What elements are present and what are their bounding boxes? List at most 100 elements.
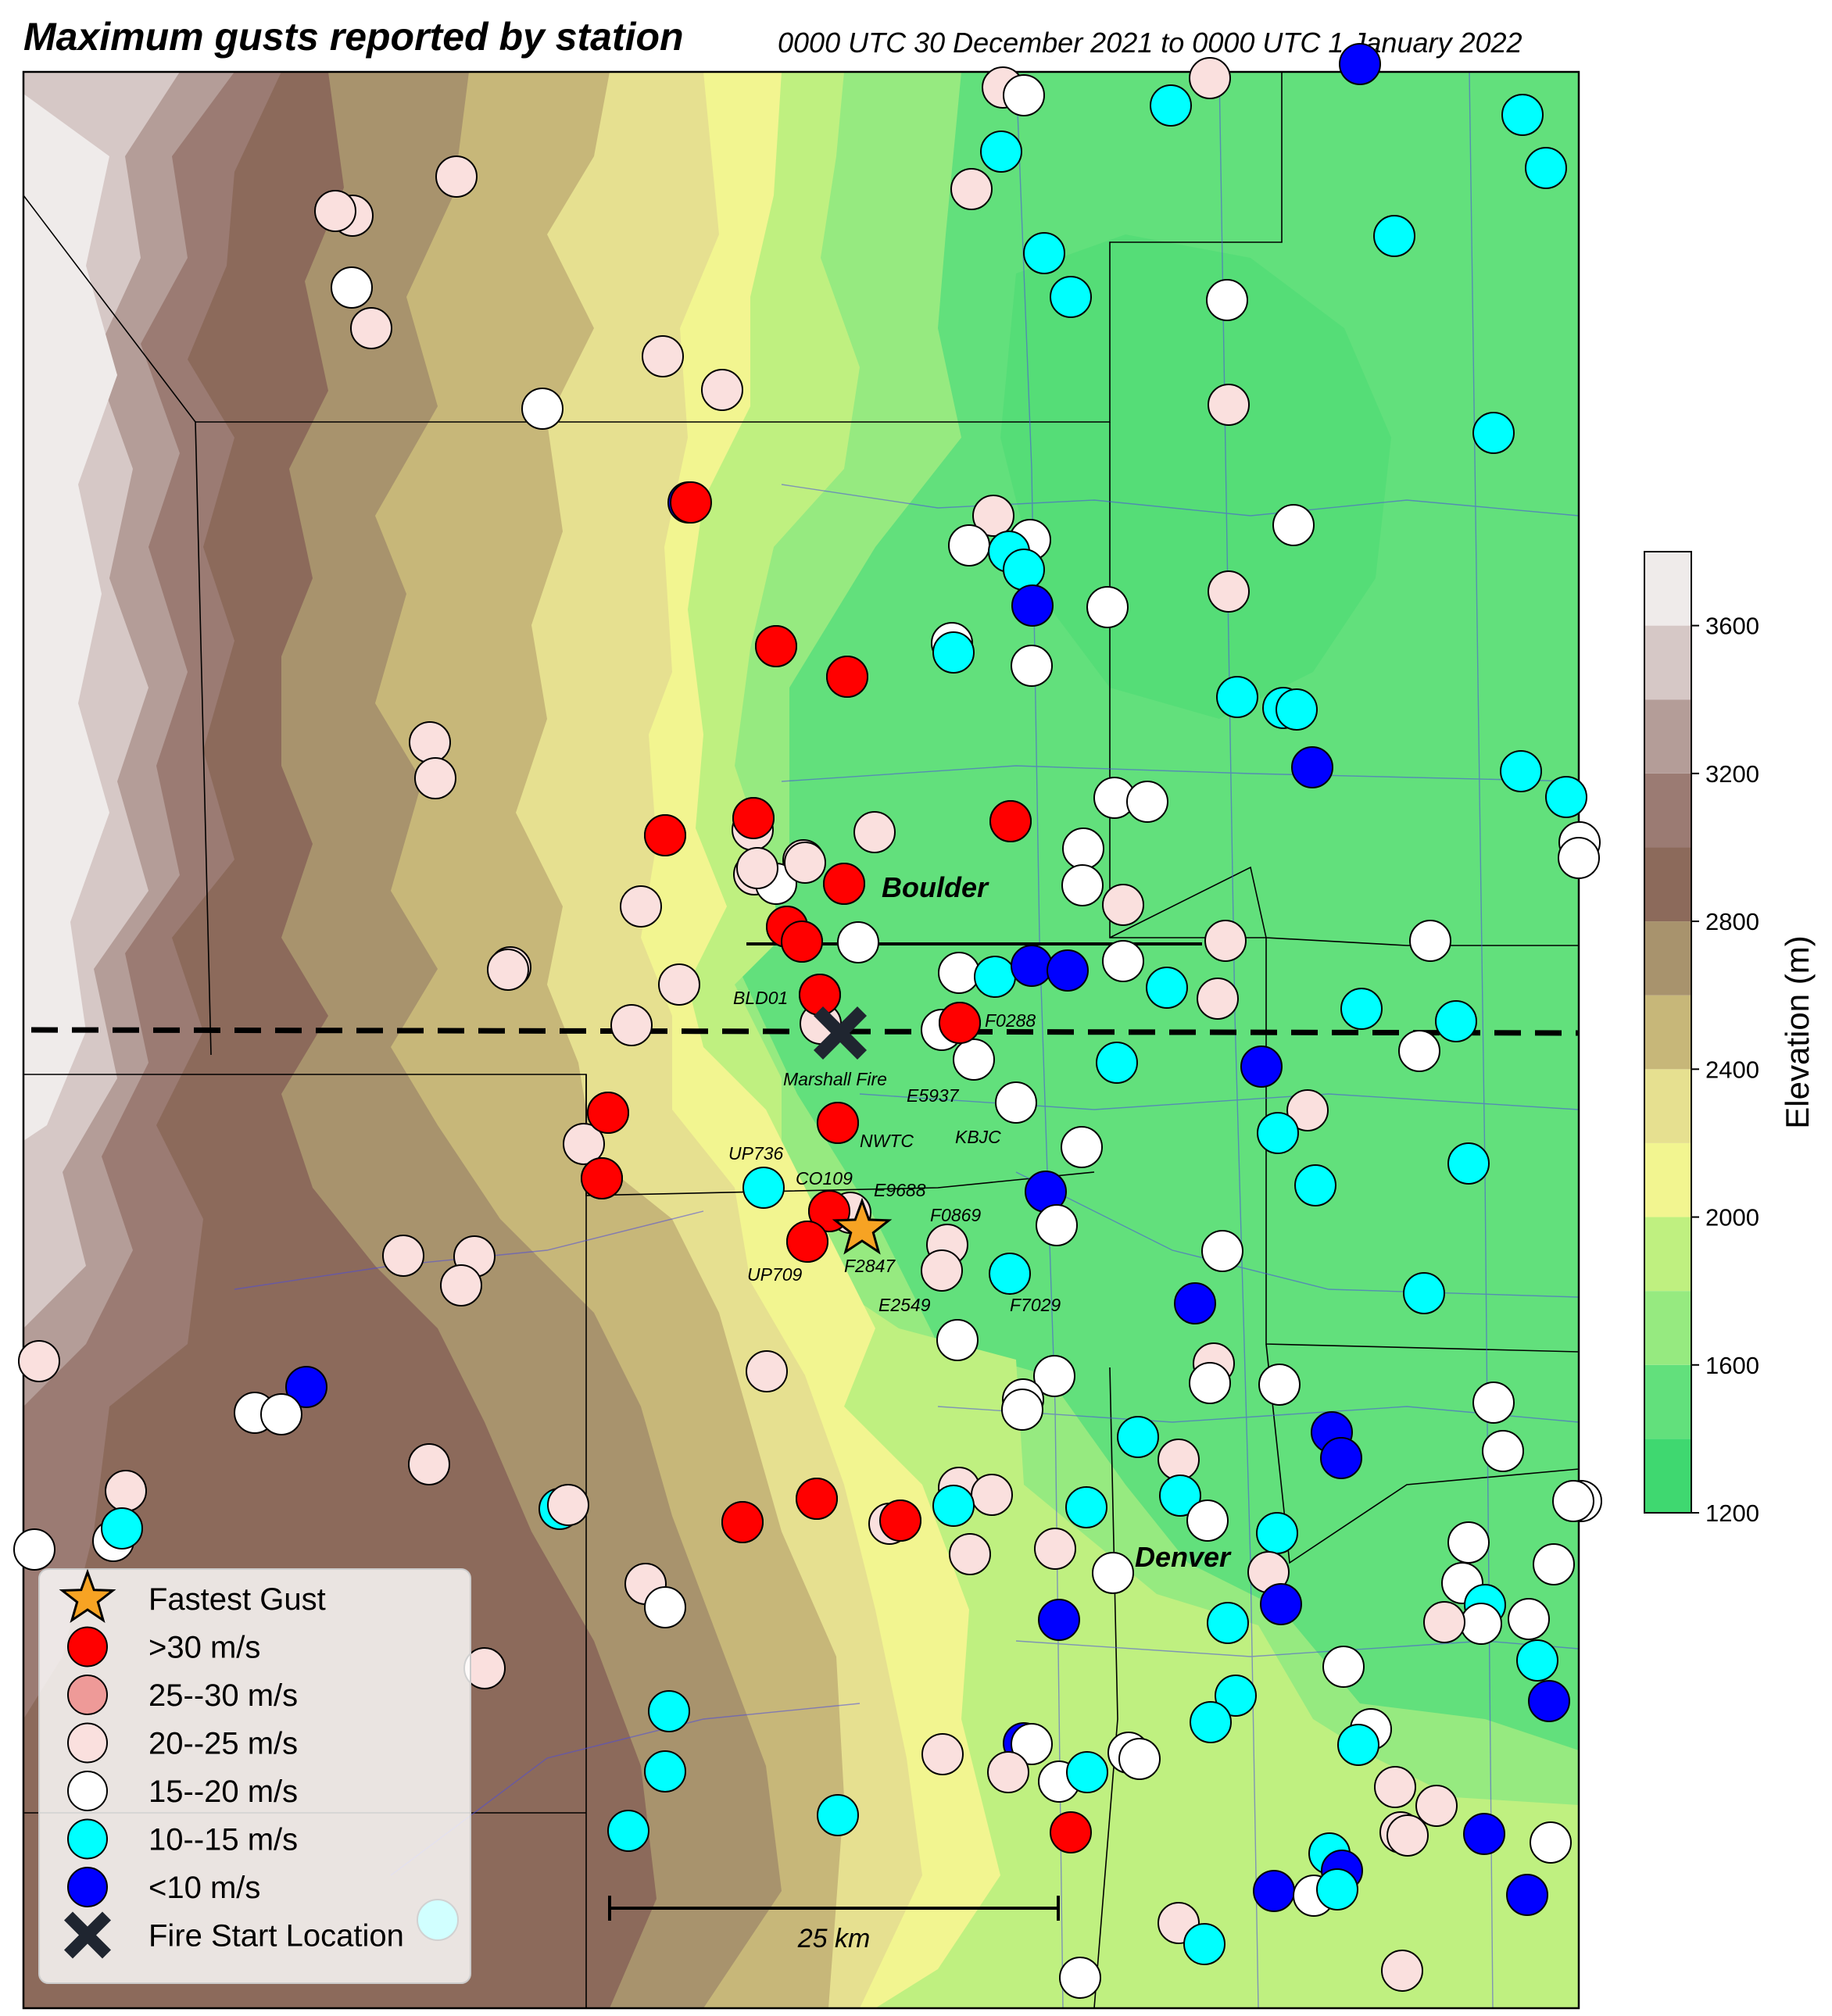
station-label-bld01: BLD01 bbox=[733, 988, 788, 1008]
station-marker bbox=[1096, 1042, 1138, 1084]
station-marker bbox=[331, 266, 373, 309]
city-label-boulder: Boulder bbox=[882, 871, 989, 903]
station-marker bbox=[314, 190, 356, 232]
station-marker bbox=[746, 1350, 788, 1392]
station-marker bbox=[382, 1235, 424, 1277]
legend-label-6: <10 m/s bbox=[148, 1871, 260, 1905]
station-marker bbox=[350, 307, 392, 349]
station-marker bbox=[1011, 645, 1053, 687]
station-marker bbox=[408, 1443, 450, 1485]
station-label-e2549: E2549 bbox=[878, 1295, 931, 1315]
colorbar-tick-label-6: 3600 bbox=[1705, 613, 1759, 640]
legend-label-4: 15--20 m/s bbox=[148, 1775, 298, 1809]
legend-label-7: Fire Start Location bbox=[148, 1919, 404, 1953]
station-marker bbox=[607, 1810, 649, 1852]
station-marker bbox=[1159, 1474, 1201, 1517]
legend-symbol-7 bbox=[64, 1911, 111, 1959]
station-marker bbox=[440, 1264, 482, 1306]
station-marker bbox=[547, 1484, 589, 1526]
station-marker-strong bbox=[721, 1501, 764, 1543]
station-marker bbox=[1240, 1046, 1283, 1088]
station-marker bbox=[1472, 1382, 1515, 1424]
station-marker bbox=[1506, 1874, 1548, 1916]
station-marker bbox=[1409, 920, 1451, 962]
station-marker bbox=[1415, 1785, 1458, 1827]
station-marker-strong bbox=[732, 797, 775, 839]
station-marker bbox=[1186, 1499, 1229, 1542]
station-marker bbox=[972, 495, 1014, 537]
station-marker bbox=[1533, 1543, 1575, 1585]
station-marker-strong bbox=[1050, 1811, 1092, 1853]
colorbar-band-2 bbox=[1644, 1291, 1691, 1365]
station-marker bbox=[1294, 1164, 1336, 1206]
station-marker bbox=[980, 130, 1022, 173]
legend-box bbox=[38, 1568, 471, 1984]
station-marker bbox=[1276, 688, 1318, 731]
station-marker bbox=[936, 1319, 979, 1361]
station-marker bbox=[1011, 1723, 1053, 1765]
station-marker bbox=[644, 1750, 686, 1793]
station-label-kbjc: KBJC bbox=[955, 1127, 1001, 1147]
colorbar-tick-label-4: 2800 bbox=[1705, 908, 1759, 935]
station-marker-strong bbox=[786, 1221, 828, 1263]
station-marker bbox=[409, 721, 451, 763]
station-marker-strong bbox=[939, 1002, 981, 1044]
station-marker bbox=[1373, 215, 1415, 257]
station-marker bbox=[1102, 940, 1144, 982]
station-marker bbox=[1061, 864, 1104, 906]
station-marker bbox=[1463, 1813, 1505, 1855]
station-label-up709: UP709 bbox=[747, 1264, 803, 1285]
colorbar-band-6 bbox=[1644, 995, 1691, 1070]
station-marker bbox=[742, 1167, 785, 1209]
station-marker bbox=[13, 1528, 55, 1571]
station-marker bbox=[101, 1507, 143, 1550]
station-marker-strong bbox=[781, 920, 823, 963]
station-marker bbox=[1001, 1389, 1043, 1431]
station-marker bbox=[1260, 1583, 1302, 1625]
colorbar-band-8 bbox=[1644, 847, 1691, 922]
station-marker bbox=[1558, 837, 1600, 879]
station-marker bbox=[658, 963, 700, 1006]
station-label-f0869: F0869 bbox=[930, 1205, 981, 1225]
colorbar-band-12 bbox=[1644, 552, 1691, 626]
station-marker bbox=[1286, 1089, 1329, 1131]
station-marker bbox=[1256, 1512, 1298, 1554]
station-marker bbox=[1189, 57, 1231, 99]
legend-label-5: 10--15 m/s bbox=[148, 1823, 298, 1857]
legend-symbol-2 bbox=[67, 1675, 108, 1715]
colorbar-band-4 bbox=[1644, 1142, 1691, 1217]
station-marker bbox=[644, 1586, 686, 1628]
station-marker bbox=[989, 1253, 1031, 1295]
legend-label-3: 20--25 m/s bbox=[148, 1727, 298, 1761]
station-marker bbox=[1322, 1646, 1365, 1688]
legend-symbol-6 bbox=[67, 1867, 108, 1907]
station-marker bbox=[938, 952, 980, 994]
station-marker bbox=[1482, 1430, 1524, 1472]
colorbar-tick-label-2: 2000 bbox=[1705, 1204, 1759, 1231]
station-marker bbox=[853, 811, 896, 853]
station-marker bbox=[1003, 549, 1045, 591]
map-subtitle: 0000 UTC 30 December 2021 to 0000 UTC 1 … bbox=[778, 27, 1522, 59]
station-marker bbox=[1126, 781, 1168, 823]
station-marker bbox=[1190, 1701, 1232, 1743]
station-marker-strong bbox=[879, 1499, 921, 1542]
station-marker bbox=[1516, 1639, 1558, 1682]
station-marker bbox=[1508, 1598, 1550, 1640]
station-marker bbox=[1086, 586, 1129, 628]
station-marker bbox=[1146, 967, 1188, 1009]
station-marker bbox=[1545, 776, 1587, 818]
station-marker bbox=[1208, 384, 1250, 426]
station-marker bbox=[1033, 1355, 1075, 1397]
colorbar-tick-label-0: 1200 bbox=[1705, 1499, 1759, 1527]
station-label-up736: UP736 bbox=[728, 1143, 784, 1163]
station-marker-strong bbox=[989, 800, 1032, 842]
station-marker bbox=[521, 388, 564, 430]
legend-symbol-0 bbox=[59, 1568, 116, 1624]
map-title: Maximum gusts reported by station bbox=[23, 15, 684, 59]
station-marker bbox=[1215, 1675, 1257, 1717]
colorbar-band-3 bbox=[1644, 1217, 1691, 1292]
station-marker bbox=[1003, 74, 1045, 116]
station-marker-strong bbox=[670, 481, 712, 524]
station-marker bbox=[1447, 1521, 1490, 1564]
station-marker bbox=[1320, 1437, 1362, 1479]
